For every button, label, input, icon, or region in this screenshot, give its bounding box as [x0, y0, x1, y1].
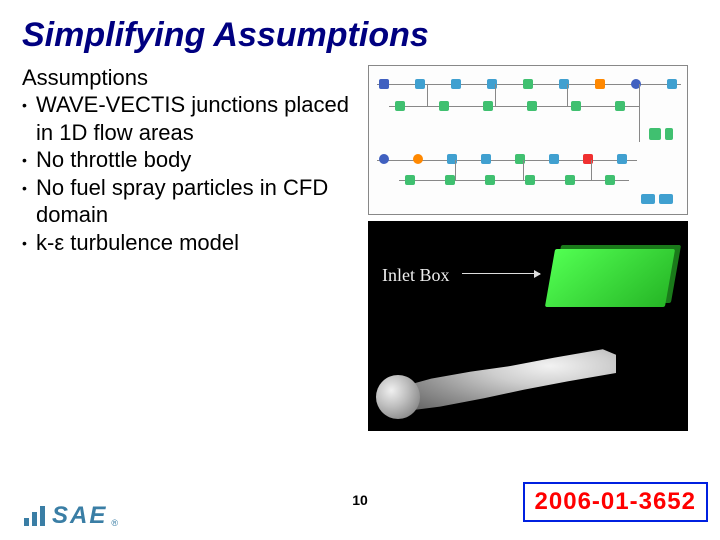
registered-icon: ® — [111, 518, 118, 528]
paper-id: 2006-01-3652 — [523, 482, 708, 522]
slide-title: Simplifying Assumptions — [0, 0, 720, 55]
sae-logo-text: SAE — [52, 502, 107, 530]
bullet-item: k-ε turbulence model — [22, 229, 362, 257]
text-column: Assumptions WAVE-VECTIS junctions placed… — [22, 65, 362, 431]
bullet-item: WAVE-VECTIS junctions placed in 1D flow … — [22, 91, 362, 146]
network-diagram — [368, 65, 688, 215]
paper-id-text: 2006-01-3652 — [535, 488, 696, 515]
arrow-icon — [462, 273, 540, 274]
cad-render: Inlet Box — [368, 221, 688, 431]
page-number: 10 — [352, 492, 368, 508]
bullet-item: No throttle body — [22, 146, 362, 174]
bullet-item: No fuel spray particles in CFD domain — [22, 174, 362, 229]
sae-logo: SAE ® — [24, 502, 118, 530]
bullet-list: WAVE-VECTIS junctions placed in 1D flow … — [22, 91, 362, 256]
sae-logo-icon — [24, 506, 45, 526]
inlet-box-label: Inlet Box — [382, 265, 450, 286]
subheading: Assumptions — [22, 65, 362, 91]
